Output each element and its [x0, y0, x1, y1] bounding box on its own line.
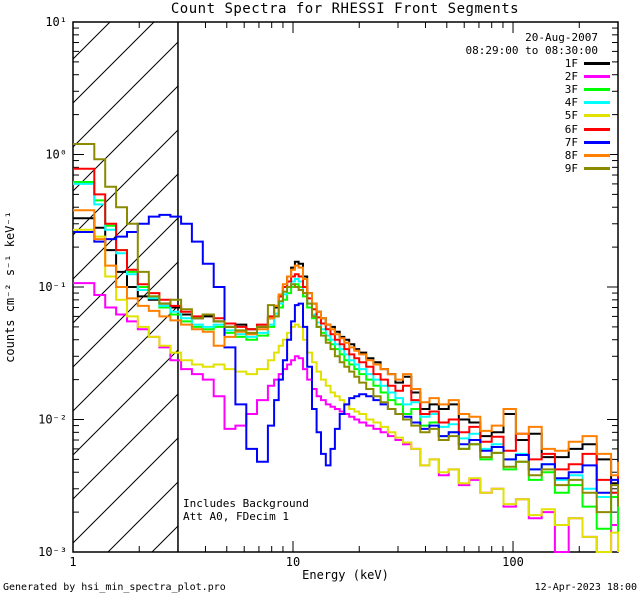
page-title: Count Spectra for RHESSI Front Segments [170, 1, 520, 17]
legend-item-7F: 7F [565, 136, 610, 149]
legend-item-5F: 5F [565, 109, 610, 122]
spectrum-curve-5F [73, 228, 619, 553]
legend-label: 1F [564, 57, 578, 71]
y-axis-label: counts cm⁻² s⁻¹ keV⁻¹ [3, 211, 17, 363]
legend-item-9F: 9F [565, 162, 610, 175]
legend-label: 2F [564, 70, 578, 84]
footer-generator-text: Generated by hsi_min_spectra_plot.pro [3, 582, 226, 593]
observation-date: 20-Aug-2007 [525, 31, 598, 44]
legend-item-3F: 3F [565, 83, 610, 96]
legend-color-swatch [584, 114, 610, 118]
spectrum-curve-8F [73, 209, 619, 477]
y-tick-label: 10¹ [45, 15, 67, 29]
legend: 1F 2F 3F 4F 5F 6F 7F 8F 9F [565, 57, 610, 175]
legend-label: 3F [564, 83, 578, 97]
y-tick-label: 10⁻² [38, 413, 67, 427]
plot-annotation: Includes Background Att A0, FDecim 1 [183, 497, 309, 523]
spectra-series-group [73, 143, 619, 553]
x-axis-label: Energy (keV) [302, 568, 389, 582]
y-tick-label: 10⁰ [45, 148, 67, 162]
legend-item-2F: 2F [565, 70, 610, 83]
annotation-attenuator-state: Att A0, FDecim 1 [183, 510, 289, 523]
spectrum-curve-9F [73, 143, 619, 514]
y-tick-label: 10⁻³ [38, 545, 67, 559]
legend-label: 7F [564, 135, 578, 149]
observation-datetime: 20-Aug-2007 08:29:00 to 08:30:00 [466, 31, 598, 57]
x-tick-label: 10 [286, 555, 300, 569]
x-tick-label: 1 [69, 555, 76, 569]
legend-color-swatch [584, 166, 610, 170]
annotation-includes-background: Includes Background [183, 497, 309, 510]
spectrum-curve-7F [73, 213, 619, 494]
legend-color-swatch [584, 140, 610, 144]
legend-color-swatch [584, 153, 610, 157]
legend-color-swatch [584, 127, 610, 131]
legend-label: 5F [564, 109, 578, 123]
legend-color-swatch [584, 101, 610, 105]
legend-label: 4F [564, 96, 578, 110]
legend-label: 9F [564, 161, 578, 175]
legend-item-6F: 6F [565, 122, 610, 135]
legend-color-swatch [584, 88, 610, 92]
legend-color-swatch [584, 75, 610, 79]
axis-ticks [72, 21, 618, 553]
legend-label: 6F [564, 122, 578, 136]
footer-timestamp: 12-Apr-2023 18:00 [534, 582, 637, 593]
legend-item-1F: 1F [565, 57, 610, 70]
y-tick-label: 10⁻¹ [38, 280, 67, 294]
legend-item-8F: 8F [565, 149, 610, 162]
legend-color-swatch [584, 62, 610, 66]
legend-item-4F: 4F [565, 96, 610, 109]
observation-time-range: 08:29:00 to 08:30:00 [465, 44, 598, 57]
x-tick-label: 100 [502, 555, 524, 569]
legend-label: 8F [564, 148, 578, 162]
